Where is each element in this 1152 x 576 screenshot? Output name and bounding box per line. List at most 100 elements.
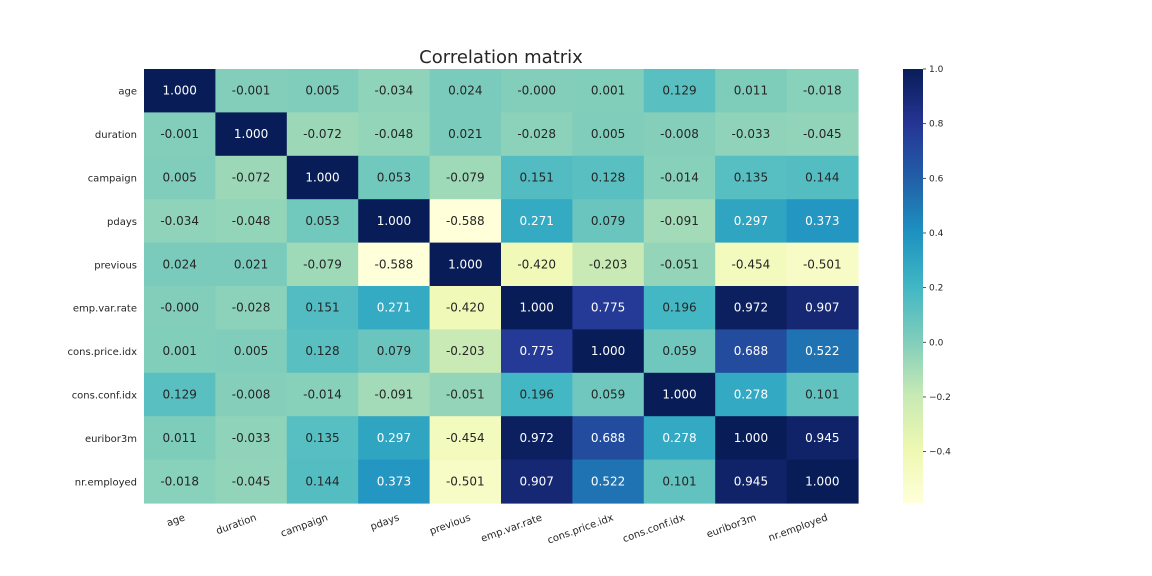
- cell-value-label: -0.045: [232, 474, 271, 488]
- cell-value-label: 0.059: [591, 388, 625, 402]
- heatmap-cell: [643, 69, 716, 113]
- heatmap-cell: [358, 155, 431, 200]
- cell-value-label: -0.203: [589, 257, 628, 271]
- cell-value-label: -0.203: [446, 344, 485, 358]
- heatmap-cell: [429, 69, 502, 113]
- heatmap-cell: [786, 242, 859, 287]
- heatmap-cell: [643, 286, 716, 330]
- cell-value-label: 0.972: [520, 431, 554, 445]
- heatmap-cell: [715, 286, 788, 330]
- cell-value-label: -0.051: [660, 257, 699, 271]
- cell-value-label: -0.008: [660, 127, 699, 141]
- x-tick-label: age: [165, 512, 186, 529]
- heatmap-cell: [215, 416, 288, 461]
- heatmap-cell: [429, 155, 502, 200]
- cell-value-label: 0.135: [734, 171, 768, 185]
- heatmap-cell: [286, 155, 359, 200]
- heatmap-cell: [715, 416, 788, 461]
- y-tick-label: previous: [94, 260, 137, 271]
- x-tick-label: pdays: [369, 512, 401, 533]
- cell-value-label: 0.129: [662, 84, 696, 98]
- cell-value-label: -0.008: [232, 388, 271, 402]
- cell-value-label: -0.588: [375, 257, 414, 271]
- cell-value-label: 0.005: [305, 84, 339, 98]
- heatmap-cell: [572, 242, 645, 287]
- cell-value-label: -0.072: [232, 171, 271, 185]
- heatmap-cell: [215, 112, 288, 157]
- x-tick-label: nr.employed: [767, 512, 829, 544]
- heatmap-cell: [144, 199, 216, 244]
- colorbar-tick-label: 0.0: [929, 338, 944, 348]
- heatmap-cell: [144, 286, 216, 330]
- cell-value-label: -0.034: [375, 84, 414, 98]
- heatmap-cell: [501, 286, 573, 330]
- heatmap-cell: [358, 372, 431, 417]
- cell-value-label: 0.129: [163, 388, 197, 402]
- x-tick-label: emp.var.rate: [480, 512, 544, 544]
- colorbar-tick-label: 0.4: [929, 229, 944, 239]
- cell-value-label: -0.048: [232, 214, 271, 228]
- x-tick-label: cons.price.idx: [546, 512, 615, 546]
- heatmap-cell: [286, 112, 359, 157]
- heatmap-cell: [286, 372, 359, 417]
- cell-value-label: 1.000: [662, 388, 696, 402]
- heatmap-cell: [786, 199, 859, 244]
- heatmap-cell: [643, 372, 716, 417]
- heatmap-cell: [501, 242, 573, 287]
- cell-value-label: 0.522: [591, 474, 625, 488]
- cell-value-label: -0.033: [232, 431, 271, 445]
- heatmap-cell: [429, 286, 502, 330]
- cell-value-label: 0.775: [591, 301, 625, 315]
- y-tick-label: cons.conf.idx: [72, 391, 137, 402]
- heatmap-cell: [144, 329, 216, 374]
- heatmap-cell: [286, 416, 359, 461]
- cell-value-label: 0.271: [520, 214, 554, 228]
- heatmap-cell: [144, 155, 216, 200]
- y-tick-label: age: [118, 87, 137, 98]
- cell-value-label: 1.000: [734, 431, 768, 445]
- cell-value-label: -0.014: [303, 388, 342, 402]
- colorbar-tick-label: 0.2: [929, 284, 943, 294]
- cell-value-label: -0.588: [446, 214, 485, 228]
- heatmap-cell: [715, 69, 788, 113]
- cell-value-label: -0.079: [446, 171, 485, 185]
- y-tick-label: campaign: [88, 174, 137, 185]
- heatmap-cell: [286, 69, 359, 113]
- x-tick-label: previous: [428, 512, 472, 537]
- heatmap-cell: [286, 242, 359, 287]
- cell-value-label: 1.000: [448, 257, 482, 271]
- heatmap-cell: [572, 112, 645, 157]
- heatmap-cell: [429, 329, 502, 374]
- cell-value-label: -0.454: [446, 431, 485, 445]
- heatmap-cell: [715, 155, 788, 200]
- cell-value-label: -0.048: [375, 127, 414, 141]
- cell-value-label: -0.014: [660, 171, 699, 185]
- cell-value-label: -0.001: [232, 84, 271, 98]
- heatmap-cell: [501, 416, 573, 461]
- cell-value-label: 1.000: [305, 171, 339, 185]
- cell-value-label: 0.373: [377, 474, 411, 488]
- heatmap-cell: [501, 199, 573, 244]
- cell-value-label: 1.000: [234, 127, 268, 141]
- heatmap-cell: [429, 459, 502, 504]
- heatmap-cell: [144, 459, 216, 504]
- cell-value-label: -0.072: [303, 127, 342, 141]
- heatmap-cell: [715, 112, 788, 157]
- cell-value-label: 0.005: [163, 171, 197, 185]
- heatmap-cell: [358, 242, 431, 287]
- cell-value-label: 0.005: [591, 127, 625, 141]
- x-tick-label: cons.conf.idx: [621, 512, 686, 545]
- x-tick-label: campaign: [279, 512, 329, 539]
- colorbar: [903, 69, 923, 503]
- heatmap-cell: [715, 242, 788, 287]
- cell-value-label: 0.151: [305, 301, 339, 315]
- cell-value-label: 0.021: [448, 127, 482, 141]
- cell-value-label: 0.101: [805, 388, 839, 402]
- cell-value-label: 0.972: [734, 301, 768, 315]
- y-tick-label: pdays: [107, 217, 137, 228]
- y-tick-label: euribor3m: [85, 434, 137, 445]
- cell-value-label: -0.091: [660, 214, 699, 228]
- heatmap-cell: [144, 416, 216, 461]
- cell-value-label: -0.045: [803, 127, 842, 141]
